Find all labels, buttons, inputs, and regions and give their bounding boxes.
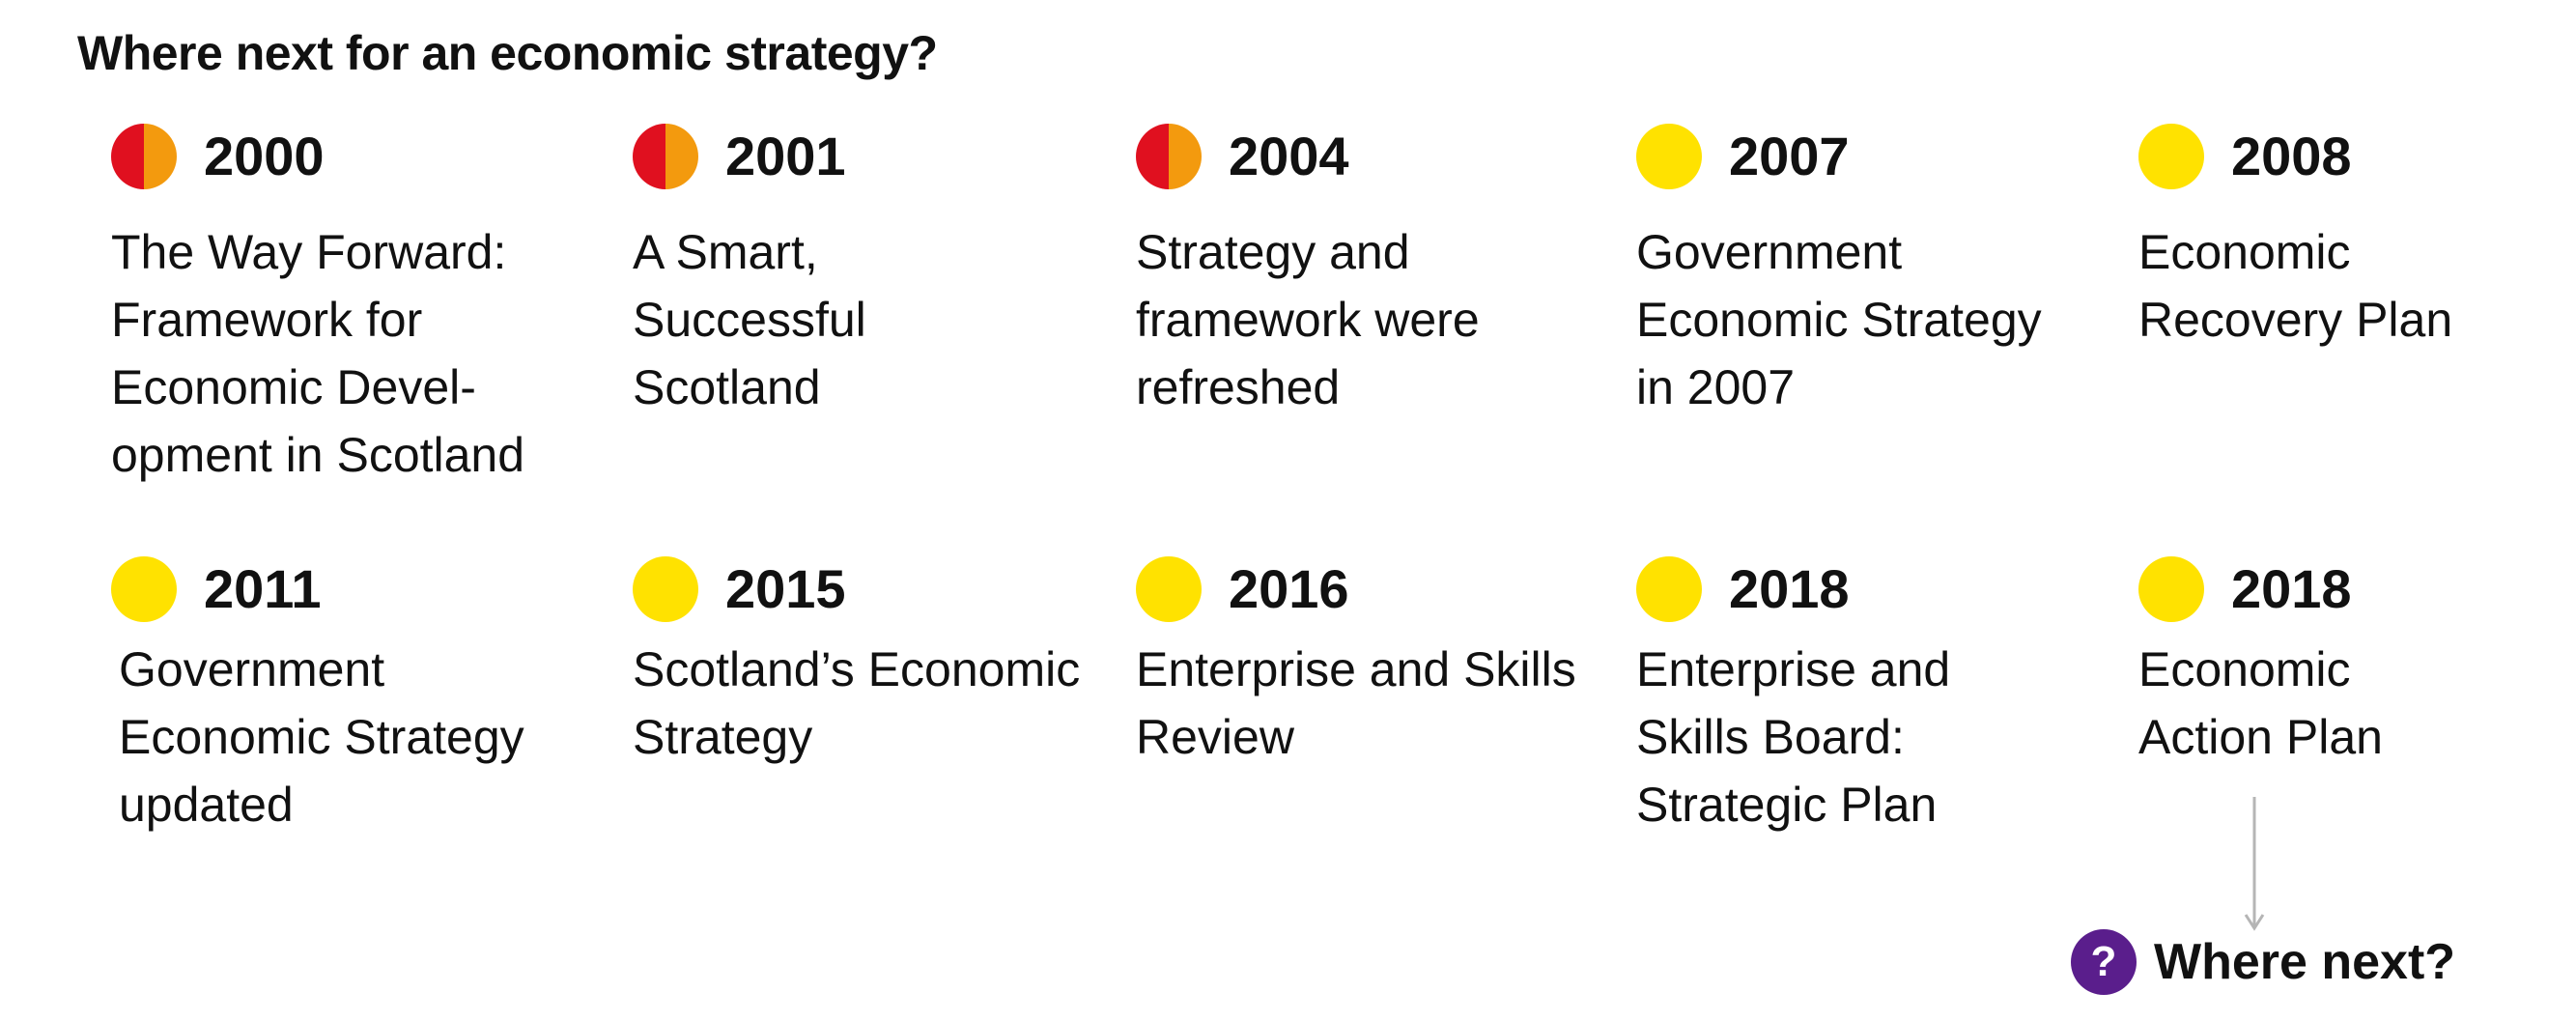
- circle-icon: [111, 556, 177, 622]
- timeline-year: 2016: [1229, 558, 1349, 619]
- timeline-year: 2001: [725, 126, 846, 186]
- circle-icon: [1636, 556, 1702, 622]
- timeline-description: Government Economic Strategy updated: [119, 642, 524, 832]
- circle-icon: [2138, 124, 2204, 189]
- half-circle-icon: [111, 124, 177, 189]
- page-title: Where next for an economic strategy?: [77, 26, 938, 80]
- timeline-year: 2015: [725, 558, 846, 619]
- timeline-year: 2007: [1729, 126, 1850, 186]
- timeline-year: 2008: [2231, 126, 2352, 186]
- timeline-description: The Way Forward: Framework for Economic …: [111, 225, 525, 482]
- timeline-description: Government Economic Strategy in 2007: [1636, 225, 2042, 414]
- timeline-year: 2004: [1229, 126, 1349, 186]
- circle-icon: [1636, 124, 1702, 189]
- half-circle-icon: [1136, 124, 1202, 189]
- circle-icon: [2138, 556, 2204, 622]
- arrow-down-icon: [2244, 797, 2265, 931]
- timeline-description: A Smart, Successful Scotland: [633, 225, 866, 414]
- timeline-description: Economic Action Plan: [2138, 642, 2383, 764]
- where-next-label: Where next?: [2154, 934, 2456, 990]
- timeline-year: 2018: [2231, 558, 2352, 619]
- timeline-description: Strategy and framework were refreshed: [1136, 225, 1480, 414]
- timeline-description: Enterprise and Skills Review: [1136, 642, 1576, 764]
- question-icon: ?: [2071, 929, 2137, 995]
- circle-icon: [1136, 556, 1202, 622]
- timeline-description: Economic Recovery Plan: [2138, 225, 2453, 347]
- half-circle-icon: [633, 124, 698, 189]
- timeline-year: 2018: [1729, 558, 1850, 619]
- timeline-description: Scotland’s Economic Strategy: [633, 642, 1081, 764]
- timeline-year: 2011: [204, 558, 322, 619]
- circle-icon: [633, 556, 698, 622]
- timeline-description: Enterprise and Skills Board: Strategic P…: [1636, 642, 1951, 832]
- timeline-year: 2000: [204, 126, 325, 186]
